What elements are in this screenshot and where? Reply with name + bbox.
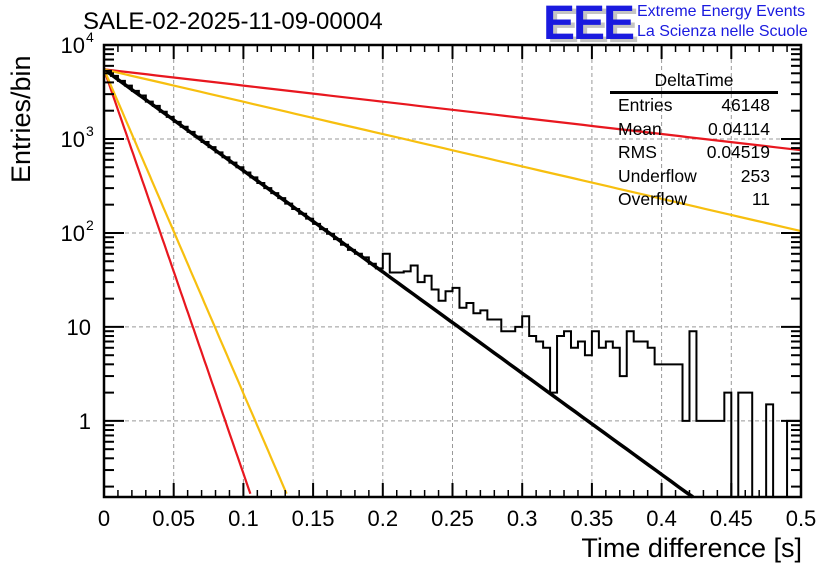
stats-label: Underflow (618, 165, 697, 186)
logo-letter-e2: E (573, 0, 606, 50)
x-tick-label: 0.45 (710, 506, 753, 531)
x-tick-label: 0.2 (368, 506, 399, 531)
stats-label: Entries (618, 95, 673, 115)
stats-row-entries: Entries 46148 (610, 94, 778, 118)
stats-value: 0.04519 (706, 142, 770, 162)
x-tick-label: 0.4 (646, 506, 677, 531)
x-axis-label: Time difference [s] (581, 533, 802, 563)
stats-row-mean: Mean 0.04114 (610, 118, 778, 142)
y-axis-label: Entries/bin (6, 55, 36, 183)
logo-line2: La Scienza nelle Scuole (637, 23, 808, 40)
y-tick-label: 10 (61, 127, 85, 152)
y-tick-exponent: 2 (86, 217, 94, 233)
curve-red-shallow (103, 68, 802, 152)
x-tick-label: 0.1 (228, 506, 259, 531)
x-tick-label: 0.25 (431, 506, 474, 531)
y-tick-label: 1 (79, 409, 91, 434)
logo-shadow-e2: E (577, 0, 610, 53)
curve-red-steep (102, 69, 252, 495)
x-tick-labels: 0 0.05 0.1 0.15 0.2 0.25 0.3 0.35 0.4 0.45 0.5 (98, 506, 816, 531)
y-tick-label: 10 (67, 315, 91, 340)
x-tick-label: 0 (98, 506, 110, 531)
y-tick-label: 10 (61, 33, 85, 58)
curve-fit (102, 67, 694, 499)
logo-letter-e3: E (603, 0, 636, 50)
stats-value: 46148 (721, 95, 770, 115)
y-tick-label: 10 (61, 221, 85, 246)
stats-value: 11 (751, 189, 770, 209)
stats-label: Mean (618, 118, 662, 139)
chart-title: SALE-02-2025-11-09-00004 (83, 8, 383, 35)
logo-letter-e1: E (543, 0, 576, 50)
axis-ticks (103, 44, 802, 497)
x-tick-label: 0.15 (292, 506, 335, 531)
logo-line1: Extreme Energy Events (637, 3, 806, 20)
y-tick-exponent: 3 (86, 123, 94, 139)
eee-logo: E E E E E E (543, 0, 639, 51)
stats-row-overflow: Overflow 11 (610, 188, 778, 212)
stats-label: RMS (618, 142, 657, 162)
x-tick-label: 0.05 (152, 506, 195, 531)
logo-shadow-e3: E (607, 0, 640, 53)
x-tick-label: 0.5 (786, 506, 817, 531)
curve-yellow-shallow (103, 68, 802, 233)
stats-row-underflow: Underflow 253 (610, 165, 778, 189)
curve-yellow-steep (102, 68, 288, 495)
y-tick-exponent: 4 (86, 29, 94, 45)
stats-row-rms: RMS 0.04519 (610, 141, 778, 165)
stats-title: DeltaTime (610, 70, 778, 94)
x-tick-label: 0.3 (507, 506, 538, 531)
logo-shadow-e1: E (547, 0, 580, 53)
histogram-outline (104, 69, 801, 498)
stats-value: 253 (740, 165, 770, 186)
stats-value: 0.04114 (708, 118, 770, 139)
x-tick-label: 0.35 (570, 506, 613, 531)
stats-label: Overflow (618, 189, 688, 209)
stats-box: DeltaTime Entries 46148 Mean 0.04114 RMS… (610, 70, 778, 212)
